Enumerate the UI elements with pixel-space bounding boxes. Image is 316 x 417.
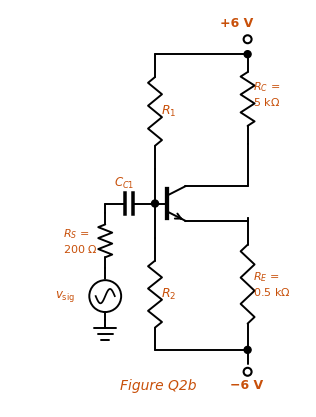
Text: Figure Q2b: Figure Q2b [120,379,196,393]
Circle shape [244,35,252,43]
Circle shape [244,347,251,353]
Circle shape [244,368,252,376]
Circle shape [89,280,121,312]
Text: $C_{C1}$: $C_{C1}$ [114,176,134,191]
Text: +6 V: +6 V [220,17,253,30]
Circle shape [244,51,251,58]
Text: $R_E$ =
0.5 k$\Omega$: $R_E$ = 0.5 k$\Omega$ [252,270,290,298]
Text: $R_2$: $R_2$ [161,286,176,301]
Text: $R_1$: $R_1$ [161,104,176,119]
Circle shape [152,200,159,207]
Text: $R_C$ =
5 k$\Omega$: $R_C$ = 5 k$\Omega$ [252,80,280,108]
Text: $v_{\rm sig}$: $v_{\rm sig}$ [55,289,75,304]
Text: −6 V: −6 V [230,379,263,392]
Text: $R_S$ =
200 $\Omega$: $R_S$ = 200 $\Omega$ [64,227,98,255]
